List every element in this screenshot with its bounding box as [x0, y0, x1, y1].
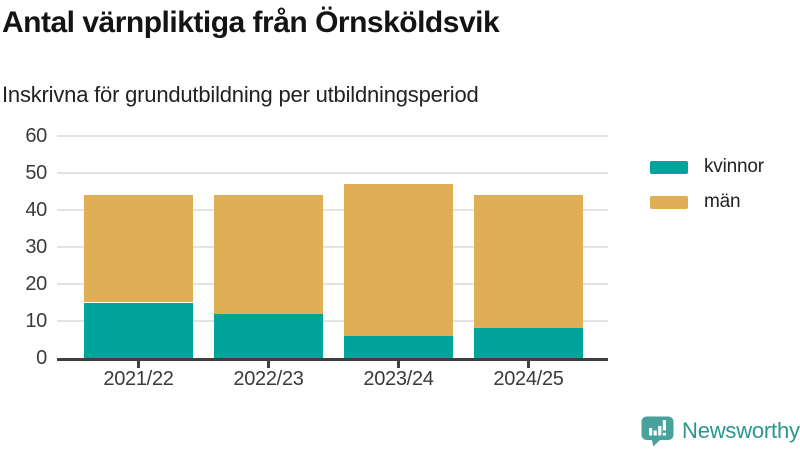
bar-män-2021/22: [84, 195, 193, 303]
y-tick-label-30: 30: [25, 236, 47, 258]
x-tick-mark-2024/25: [527, 361, 530, 368]
bar-män-2024/25: [474, 195, 583, 329]
x-tick-label-2022/23: 2022/23: [233, 368, 304, 390]
y-tick-label-60: 60: [25, 125, 47, 147]
speech-bubble-bar-chart-icon: [641, 416, 674, 447]
x-tick-label-2024/25: 2024/25: [493, 368, 564, 390]
newsworthy-logo: Newsworthy: [640, 415, 800, 447]
legend-item-kvinnor: kvinnor: [650, 156, 764, 178]
gridline-60: [57, 135, 608, 137]
x-tick-mark-2021/22: [137, 361, 140, 368]
x-tick-label-2021/22: 2021/22: [103, 368, 174, 390]
x-axis-line: [57, 358, 608, 361]
bar-kvinnor-2024/25: [474, 328, 583, 358]
bar-kvinnor-2022/23: [214, 313, 323, 358]
gridline-50: [57, 172, 608, 174]
chart-title: Antal värnpliktiga från Örnsköldsvik: [2, 6, 500, 39]
gridline-20: [57, 283, 608, 285]
x-tick-label-2023/24: 2023/24: [363, 368, 434, 390]
x-tick-mark-2023/24: [397, 361, 400, 368]
y-tick-label-10: 10: [25, 310, 47, 332]
y-tick-label-20: 20: [25, 273, 47, 295]
bar-män-2022/23: [214, 195, 323, 314]
chart-subtitle: Inskrivna för grundutbildning per utbild…: [2, 82, 479, 107]
legend: kvinnor män: [650, 156, 764, 213]
legend-swatch-man: [650, 195, 688, 209]
brand-name: Newsworthy: [682, 418, 800, 443]
bar-kvinnor-2021/22: [84, 302, 193, 358]
y-tick-label-40: 40: [25, 199, 47, 221]
bar-män-2023/24: [344, 184, 453, 336]
legend-swatch-kvinnor: [650, 160, 688, 174]
legend-label-kvinnor: kvinnor: [704, 156, 764, 177]
gridline-30: [57, 246, 608, 248]
y-tick-label-50: 50: [25, 162, 47, 184]
gridline-40: [57, 209, 608, 211]
y-tick-label-0: 0: [36, 347, 47, 369]
bar-kvinnor-2023/24: [344, 335, 453, 358]
legend-item-man: män: [650, 191, 764, 213]
gridline-10: [57, 320, 608, 322]
x-tick-mark-2022/23: [267, 361, 270, 368]
legend-label-man: män: [704, 191, 741, 212]
